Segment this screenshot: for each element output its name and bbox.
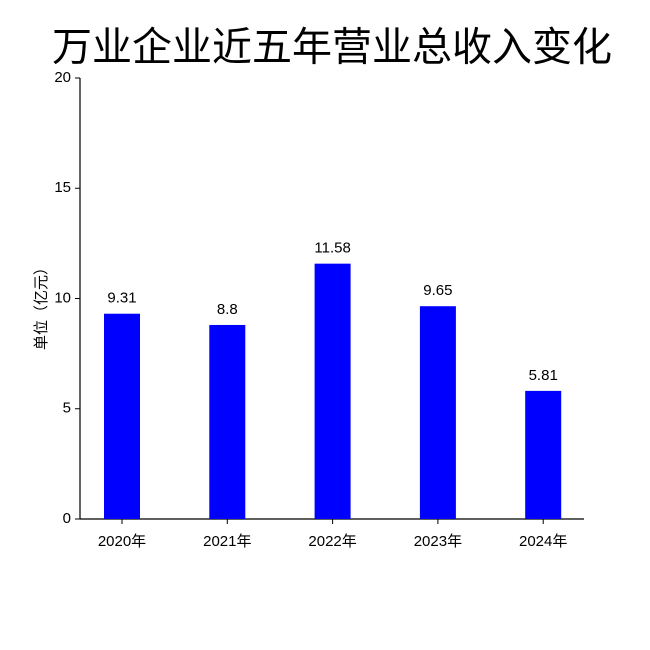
y-tick-label: 5 [63,400,71,417]
y-tick-label: 15 [54,179,71,196]
x-tick-label: 2021年 [203,533,251,550]
x-tick-label: 2020年 [98,533,146,550]
value-label: 8.8 [217,301,238,318]
chart-title: 万业企业近五年营业总收入变化 [52,26,612,70]
y-axis-label: 单位（亿元） [33,260,50,350]
y-tick-label: 0 [63,510,71,527]
bar [209,324,246,519]
bar [104,313,140,519]
x-tick-label: 2024年 [519,533,567,550]
x-tick-label: 2023年 [414,533,462,550]
value-label: 9.65 [423,282,452,299]
bar [525,390,562,519]
y-tick-label: 10 [54,289,71,306]
x-tick-label: 2022年 [308,533,356,550]
bar [314,263,351,519]
value-label: 5.81 [529,367,558,384]
value-label: 9.31 [107,290,136,307]
y-tick-label: 20 [54,69,71,86]
bar [419,306,456,519]
value-label: 11.58 [314,240,350,257]
